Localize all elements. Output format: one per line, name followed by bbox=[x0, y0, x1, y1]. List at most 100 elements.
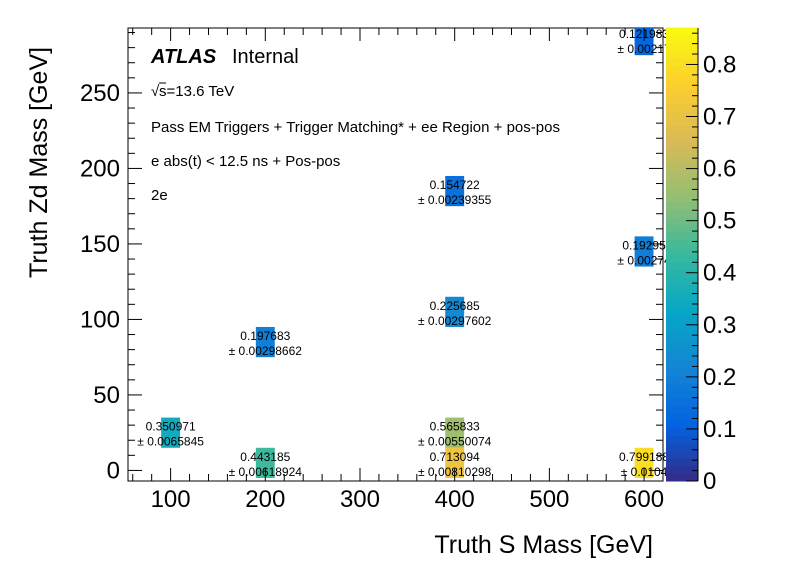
cell-value-label: 0.443185 bbox=[240, 450, 290, 464]
colorbar-segment bbox=[666, 186, 698, 195]
colorbar-segment bbox=[666, 35, 698, 44]
channel-label: 2e bbox=[151, 187, 168, 204]
colorbar-tick-label: 0.2 bbox=[703, 364, 736, 391]
y-axis-title: Truth Zd Mass [GeV] bbox=[25, 47, 53, 278]
cell-error-label: ± 0.00274 bbox=[617, 253, 671, 267]
colorbar-segment bbox=[666, 420, 698, 429]
plot-frame bbox=[127, 27, 664, 482]
colorbar-segment bbox=[666, 457, 698, 467]
cell-value-label: 0.565833 bbox=[430, 420, 480, 434]
cell-value-label: 0.197683 bbox=[240, 329, 290, 343]
colorbar-segment bbox=[666, 374, 698, 384]
colorbar-segment bbox=[666, 125, 698, 135]
cell-error-label: ± 0.00550074 bbox=[418, 435, 492, 449]
heatmap-cell bbox=[634, 28, 654, 56]
heatmap-cell bbox=[161, 417, 181, 448]
y-tick-label: 250 bbox=[80, 80, 120, 107]
cell-value-label: 0.19295 bbox=[622, 238, 666, 252]
colorbar-segment bbox=[666, 389, 698, 399]
colorbar-segment bbox=[666, 201, 698, 210]
heatmap-cell bbox=[445, 417, 465, 448]
colorbar-segment bbox=[666, 472, 698, 482]
colorbar-segment bbox=[666, 344, 698, 354]
colorbar-segment bbox=[666, 412, 698, 422]
colorbar-segment bbox=[666, 405, 698, 414]
colorbar-segment bbox=[666, 442, 698, 452]
heatmap-cell bbox=[255, 326, 275, 358]
colorbar-segment bbox=[666, 397, 698, 406]
timing-label: e abs(t) < 12.5 ns + Pos-pos bbox=[151, 153, 340, 170]
selection-label: Pass EM Triggers + Trigger Matching* + e… bbox=[151, 119, 560, 136]
atlas-status-label: Internal bbox=[232, 46, 299, 68]
x-tick-label: 100 bbox=[151, 486, 191, 513]
cell-error-label: ± 0.00810298 bbox=[418, 465, 492, 479]
x-tick-label: 400 bbox=[435, 486, 475, 513]
energy-text: s=13.6 TeV bbox=[159, 83, 234, 100]
y-axis: 0 50 100 150 200 250 bbox=[80, 32, 663, 484]
colorbar-segment bbox=[666, 329, 698, 339]
cell-value-label: 0.225685 bbox=[430, 299, 480, 313]
colorbar-segment bbox=[666, 95, 698, 104]
colorbar-segment bbox=[666, 306, 698, 316]
colorbar-segment bbox=[666, 427, 698, 437]
colorbar-segment bbox=[666, 261, 698, 271]
colorbar-segment bbox=[666, 140, 698, 150]
colorbar-segment bbox=[666, 103, 698, 112]
colorbar-segment bbox=[666, 178, 698, 188]
colorbar-segment bbox=[666, 352, 698, 361]
cell-annotations: 0.350971± 0.0065845 0.443185± 0.00618924 0… bbox=[137, 27, 671, 479]
sqrt-symbol: √ bbox=[151, 83, 160, 100]
colorbar-segment bbox=[666, 359, 698, 369]
colorbar-tick-label: 0 bbox=[703, 468, 716, 495]
colorbar-segment bbox=[666, 314, 698, 323]
y-tick-label: 50 bbox=[93, 382, 120, 409]
colorbar-segment bbox=[666, 118, 698, 127]
heatmap-cell bbox=[634, 447, 654, 478]
cell-error-label: ± 0.00297602 bbox=[418, 314, 492, 328]
colorbar-segment bbox=[666, 299, 698, 308]
colorbar-segment bbox=[666, 133, 698, 142]
cell-error-label: ± 0.00298662 bbox=[229, 344, 303, 358]
colorbar-segment bbox=[666, 87, 698, 97]
colorbar-segment bbox=[666, 80, 698, 89]
colorbar-segment bbox=[666, 465, 698, 474]
cell-value-label: 0.350971 bbox=[146, 420, 196, 434]
y-tick-label: 100 bbox=[80, 306, 120, 333]
cell-error-label: ± 0.00239355 bbox=[418, 193, 492, 207]
x-tick-label: 200 bbox=[245, 486, 285, 513]
cell-value-label: 0.713094 bbox=[430, 450, 480, 464]
colorbar-tick-label: 0.7 bbox=[703, 104, 736, 131]
y-tick-label: 0 bbox=[107, 457, 120, 484]
colorbar: 0 0.1 0.2 0.3 0.4 0.5 0.6 0.7 0.8 bbox=[666, 27, 736, 495]
colorbar-segment bbox=[666, 148, 698, 157]
colorbar-segment bbox=[666, 238, 698, 248]
colorbar-segment bbox=[666, 170, 698, 180]
colorbar-segment bbox=[666, 435, 698, 444]
colorbar-tick-label: 0.8 bbox=[703, 51, 736, 78]
cells-layer bbox=[161, 28, 654, 478]
y-tick-label: 200 bbox=[80, 155, 120, 182]
colorbar-segment bbox=[666, 284, 698, 293]
y-tick-label: 150 bbox=[80, 231, 120, 258]
colorbar-segment bbox=[666, 65, 698, 74]
cell-error-label: ± 0.00217 bbox=[617, 42, 671, 56]
colorbar-segment bbox=[666, 42, 698, 52]
x-axis-title: Truth S Mass [GeV] bbox=[434, 531, 653, 559]
colorbar-segment bbox=[666, 223, 698, 233]
colorbar-tick-label: 0.4 bbox=[703, 260, 736, 287]
colorbar-segment bbox=[666, 110, 698, 120]
cell-error-label: ± 0.0104 bbox=[621, 465, 668, 479]
colorbar-segment bbox=[666, 337, 698, 346]
cell-error-label: ± 0.0065845 bbox=[137, 435, 204, 449]
colorbar-tick-label: 0.6 bbox=[703, 156, 736, 183]
atlas-bold-label: ATLAS bbox=[150, 46, 217, 68]
cell-value-label: 0.154722 bbox=[430, 178, 480, 192]
colorbar-segment bbox=[666, 450, 698, 459]
heatmap-cell bbox=[255, 447, 275, 478]
cell-value-label: 0.121983 bbox=[619, 27, 669, 41]
colorbar-segment bbox=[666, 27, 698, 37]
x-axis: 100 200 300 400 500 600 bbox=[132, 28, 664, 513]
colorbar-segment bbox=[666, 57, 698, 67]
x-tick-label: 300 bbox=[340, 486, 380, 513]
